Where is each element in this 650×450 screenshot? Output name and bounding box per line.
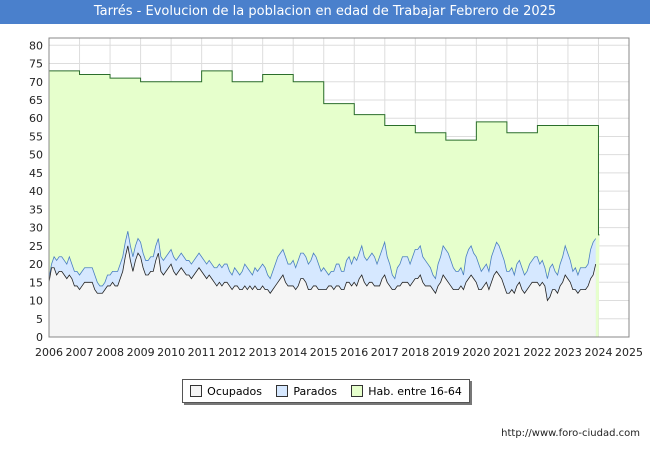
y-tick-label: 25 xyxy=(29,240,43,253)
x-tick-label: 2010 xyxy=(157,346,185,359)
x-tick-label: 2013 xyxy=(249,346,277,359)
x-tick-label: 2008 xyxy=(96,346,124,359)
legend: Ocupados Parados Hab. entre 16-64 xyxy=(182,379,470,403)
x-tick-label: 2016 xyxy=(340,346,368,359)
x-tick-label: 2007 xyxy=(66,346,94,359)
y-tick-label: 80 xyxy=(29,39,43,52)
y-tick-label: 0 xyxy=(36,331,43,344)
x-tick-label: 2006 xyxy=(35,346,63,359)
x-tick-label: 2009 xyxy=(127,346,155,359)
x-tick-label: 2022 xyxy=(523,346,551,359)
y-tick-label: 5 xyxy=(36,313,43,326)
y-tick-label: 40 xyxy=(29,185,43,198)
y-tick-label: 65 xyxy=(29,94,43,107)
series-hab-line xyxy=(49,70,600,236)
x-tick-label: 2011 xyxy=(188,346,216,359)
y-tick-label: 75 xyxy=(29,58,43,71)
y-tick-label: 55 xyxy=(29,130,43,143)
legend-swatch-hab xyxy=(351,385,364,397)
series-ocupados-line xyxy=(48,245,597,302)
legend-item-ocupados: Ocupados xyxy=(190,385,262,398)
y-tick-label: 10 xyxy=(29,295,43,308)
y-tick-label: 45 xyxy=(29,167,43,180)
y-tick-label: 50 xyxy=(29,149,43,162)
source-url: http://www.foro-ciudad.com xyxy=(501,428,640,439)
x-tick-label: 2024 xyxy=(584,346,612,359)
x-tick-label: 2021 xyxy=(493,346,521,359)
y-tick-label: 15 xyxy=(29,276,43,289)
legend-item-parados: Parados xyxy=(276,385,337,398)
x-tick-label: 2019 xyxy=(432,346,460,359)
series-ocupados-area xyxy=(49,245,596,337)
y-tick-label: 35 xyxy=(29,203,43,216)
x-tick-label: 2018 xyxy=(401,346,429,359)
series-parados-line xyxy=(48,231,597,287)
x-tick-label: 2014 xyxy=(279,346,307,359)
x-tick-label: 2025 xyxy=(615,346,643,359)
legend-item-hab: Hab. entre 16-64 xyxy=(351,385,462,398)
y-tick-label: 70 xyxy=(29,76,43,89)
legend-label-ocupados: Ocupados xyxy=(207,384,263,398)
plot-frame xyxy=(48,37,630,338)
legend-swatch-ocupados xyxy=(190,385,203,397)
legend-swatch-parados xyxy=(276,385,289,397)
x-tick-label: 2015 xyxy=(310,346,338,359)
x-tick-label: 2023 xyxy=(554,346,582,359)
x-tick-label: 2017 xyxy=(371,346,399,359)
y-tick-label: 30 xyxy=(29,222,43,235)
legend-label-parados: Parados xyxy=(293,384,337,398)
legend-label-hab: Hab. entre 16-64 xyxy=(368,384,462,398)
chart-title: Tarrés - Evolucion de la poblacion en ed… xyxy=(0,0,650,24)
x-tick-label: 2012 xyxy=(218,346,246,359)
y-tick-label: 60 xyxy=(29,112,43,125)
x-tick-label: 2020 xyxy=(462,346,490,359)
y-tick-label: 20 xyxy=(29,258,43,271)
